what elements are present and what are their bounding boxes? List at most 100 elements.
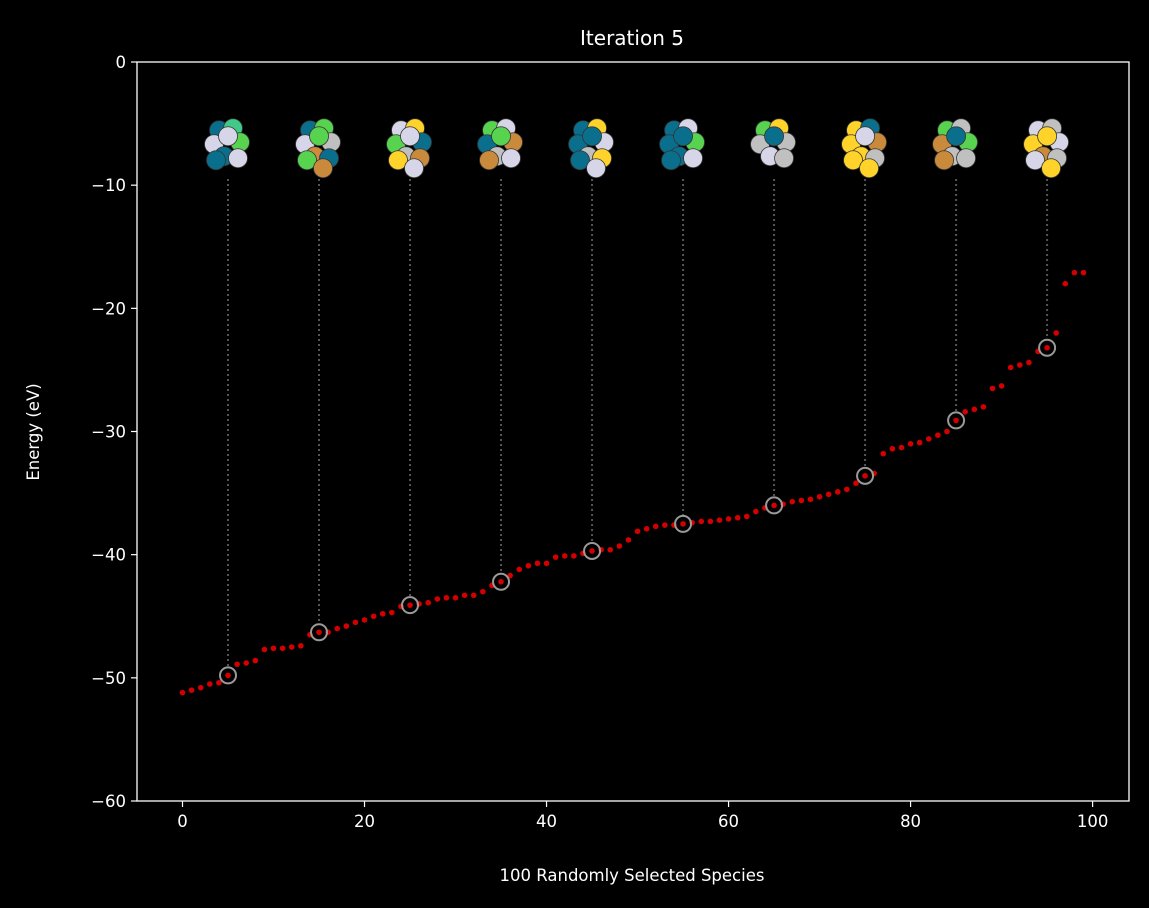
data-point [825, 491, 832, 498]
data-point [1080, 269, 1087, 276]
cluster-atom [774, 148, 794, 169]
data-point [789, 498, 796, 505]
data-points [179, 269, 1087, 696]
data-point [1007, 364, 1014, 371]
data-point [1044, 344, 1050, 351]
data-point [971, 406, 978, 413]
data-point [880, 450, 887, 457]
data-point [389, 609, 395, 616]
y-tick-label: 0 [116, 53, 127, 72]
data-point [589, 548, 595, 554]
data-point [470, 592, 477, 599]
y-axis-label: Energy (eV) [24, 383, 43, 480]
highlight-ring [492, 572, 511, 591]
data-point [725, 516, 732, 522]
cluster-atom [673, 126, 693, 147]
cluster-atom [582, 126, 602, 147]
data-point [680, 521, 686, 527]
cluster-atom [956, 148, 976, 169]
x-tick-label: 60 [718, 812, 739, 831]
y-tick-label: −60 [91, 792, 126, 811]
cluster-atom [661, 150, 681, 171]
data-point [334, 625, 341, 632]
x-tick-label: 20 [354, 812, 375, 831]
data-point [352, 619, 359, 626]
cluster-atom [570, 150, 590, 171]
data-point [1053, 330, 1059, 336]
cluster-atom [586, 158, 606, 179]
data-point [452, 594, 459, 601]
data-point [916, 439, 923, 446]
data-point [343, 623, 350, 629]
data-point [944, 428, 950, 435]
highlight-ring [765, 496, 784, 515]
y-tick-label: −40 [91, 546, 126, 565]
highlight-ring [401, 596, 420, 615]
cluster-atom [764, 126, 784, 147]
x-axis-label: 100 Randomly Selected Species [500, 866, 765, 885]
data-point [925, 436, 932, 442]
data-point [361, 617, 368, 623]
cluster-atom [946, 126, 966, 147]
data-point [662, 522, 668, 528]
data-point [216, 679, 222, 686]
data-point [1062, 280, 1069, 287]
data-point [188, 687, 195, 693]
cluster-atom [1041, 158, 1061, 179]
x-tick-label: 40 [536, 812, 557, 831]
y-tick-label: −10 [91, 176, 126, 195]
data-point [480, 588, 486, 595]
cluster-atom [206, 150, 226, 171]
data-point [379, 610, 386, 617]
cluster-atom [228, 148, 248, 169]
data-point [962, 408, 968, 415]
data-point [889, 445, 896, 452]
data-point [207, 681, 213, 687]
data-point [707, 518, 714, 525]
data-point [298, 643, 304, 649]
highlight-ring [947, 411, 966, 430]
y-tick-label: −20 [91, 299, 126, 318]
data-point [1026, 359, 1032, 366]
data-point [288, 644, 295, 650]
data-point [989, 385, 996, 392]
cluster-atom [859, 158, 879, 179]
data-point [252, 657, 259, 664]
data-point [197, 684, 204, 691]
x-tick-label: 100 [1077, 812, 1109, 831]
data-point [907, 441, 914, 447]
data-point [516, 566, 523, 573]
data-point [798, 497, 805, 504]
data-point [625, 537, 632, 543]
data-point [607, 546, 614, 553]
data-point [561, 553, 568, 559]
data-point [853, 480, 859, 487]
data-point [862, 473, 868, 479]
cluster-atom [404, 158, 424, 179]
data-point [844, 486, 850, 493]
data-point [552, 554, 559, 560]
cluster-atom [400, 126, 420, 147]
data-point [771, 502, 777, 509]
data-point [370, 613, 377, 620]
data-point [834, 489, 841, 495]
highlight-ring [310, 623, 329, 642]
data-point [698, 518, 705, 525]
y-tick-label: −30 [91, 423, 126, 442]
chart-title: Iteration 5 [580, 26, 684, 50]
cluster-atom [501, 148, 521, 169]
data-point [261, 646, 268, 653]
cluster-atom [1037, 126, 1057, 147]
data-point [743, 513, 750, 520]
data-point [571, 553, 577, 559]
data-point [898, 444, 905, 451]
data-point [634, 528, 641, 535]
cluster-atom [218, 126, 238, 147]
data-point [425, 599, 432, 606]
highlight-ring [219, 666, 238, 685]
data-point [716, 517, 723, 523]
data-point [461, 592, 468, 599]
data-point [316, 629, 322, 636]
data-point [753, 508, 759, 515]
cluster-atom [843, 150, 863, 171]
